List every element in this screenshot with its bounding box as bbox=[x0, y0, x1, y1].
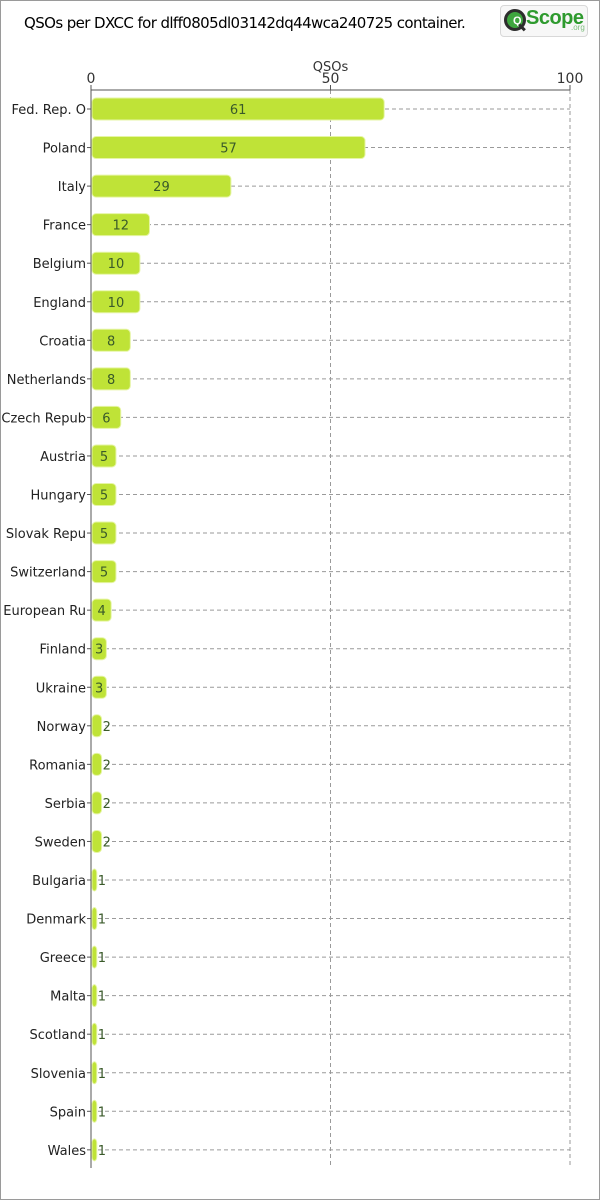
bar bbox=[91, 1099, 98, 1123]
category-label: Sweden bbox=[35, 835, 86, 850]
bar bbox=[91, 1061, 98, 1085]
bar-value-label: 29 bbox=[153, 180, 170, 195]
category-label: Scotland bbox=[29, 1028, 86, 1043]
category-label: Hungary bbox=[30, 489, 86, 504]
bar-value-label: 1 bbox=[98, 990, 106, 1005]
bar-value-label: 1 bbox=[98, 1105, 106, 1120]
bar-value-label: 5 bbox=[100, 489, 108, 504]
bar bbox=[91, 483, 117, 506]
bar-value-label: 2 bbox=[103, 758, 111, 773]
bar bbox=[91, 598, 112, 622]
bar bbox=[91, 791, 103, 815]
bar-value-label: 2 bbox=[103, 835, 111, 850]
category-label: Greece bbox=[40, 951, 86, 966]
bar-value-label: 5 bbox=[100, 566, 108, 581]
bar-value-label: 3 bbox=[95, 681, 103, 696]
category-label: Ukraine bbox=[36, 681, 86, 696]
bar bbox=[91, 405, 122, 429]
category-label: Italy bbox=[58, 180, 87, 195]
bar-value-label: 4 bbox=[97, 604, 105, 619]
bar bbox=[91, 675, 107, 699]
bar bbox=[91, 213, 150, 237]
bar bbox=[91, 290, 141, 314]
category-label: England bbox=[33, 296, 86, 311]
category-label: Norway bbox=[37, 720, 87, 735]
category-label: European Ru bbox=[3, 604, 86, 619]
bar-value-label: 10 bbox=[108, 257, 125, 272]
bar bbox=[91, 714, 103, 738]
bar bbox=[91, 521, 117, 545]
category-label: Austria bbox=[40, 450, 86, 465]
category-label: Slovak Repu bbox=[6, 527, 86, 542]
bar-value-label: 61 bbox=[230, 103, 247, 118]
bar bbox=[91, 829, 103, 853]
bar bbox=[91, 328, 131, 352]
x-tick-label: 0 bbox=[87, 71, 96, 87]
bar bbox=[91, 1022, 98, 1046]
category-label: Switzerland bbox=[10, 566, 86, 581]
chart-title: QSOs per DXCC for dlff0805dl03142dq44wca… bbox=[24, 14, 466, 32]
category-label: Serbia bbox=[45, 797, 86, 812]
bar bbox=[91, 868, 98, 892]
category-label: Belgium bbox=[33, 257, 86, 272]
bar bbox=[91, 752, 103, 776]
category-label: Croatia bbox=[39, 334, 86, 349]
bar-value-label: 1 bbox=[98, 1028, 106, 1043]
bar bbox=[91, 560, 117, 584]
bar-value-label: 1 bbox=[98, 1067, 106, 1082]
category-label: Finland bbox=[40, 643, 86, 658]
bar-value-label: 5 bbox=[100, 450, 108, 465]
category-label: Netherlands bbox=[7, 373, 86, 388]
bar-value-label: 2 bbox=[103, 797, 111, 812]
bar bbox=[91, 637, 107, 661]
category-label: Romania bbox=[29, 758, 86, 773]
bar-value-label: 8 bbox=[107, 334, 115, 349]
category-label: Czech Repub bbox=[1, 411, 86, 426]
bar-value-label: 6 bbox=[102, 411, 110, 426]
logo-suffix: .org bbox=[571, 23, 585, 32]
bar bbox=[91, 444, 117, 468]
bar bbox=[91, 1138, 98, 1162]
category-label: Malta bbox=[50, 990, 86, 1005]
x-tick-label: 100 bbox=[557, 71, 584, 87]
bar bbox=[91, 251, 141, 275]
bar-value-label: 1 bbox=[98, 913, 106, 928]
category-label: Denmark bbox=[26, 913, 86, 928]
category-label: France bbox=[43, 219, 86, 234]
bar-value-label: 10 bbox=[108, 296, 125, 311]
category-label: Poland bbox=[43, 142, 86, 157]
bar bbox=[91, 97, 385, 121]
bar-value-label: 8 bbox=[107, 373, 115, 388]
bar bbox=[91, 945, 98, 969]
logo-mark: Q bbox=[513, 15, 522, 27]
bar-value-label: 1 bbox=[98, 1144, 106, 1159]
category-label: Bulgaria bbox=[32, 874, 86, 889]
qscope-logo[interactable]: Q Scope .org bbox=[500, 5, 588, 37]
bar bbox=[91, 907, 98, 931]
bar bbox=[91, 984, 98, 1008]
category-label: Wales bbox=[48, 1144, 87, 1159]
bar-value-label: 57 bbox=[220, 142, 237, 157]
bar-value-label: 1 bbox=[98, 951, 106, 966]
bar bbox=[91, 136, 366, 160]
x-axis-title: QSOs bbox=[313, 60, 349, 75]
bar-value-label: 2 bbox=[103, 720, 111, 735]
bar-value-label: 1 bbox=[98, 874, 106, 889]
category-label: Fed. Rep. O bbox=[12, 103, 86, 118]
bar bbox=[91, 367, 131, 391]
bar-value-label: 5 bbox=[100, 527, 108, 542]
category-label: Spain bbox=[50, 1105, 86, 1120]
bar-value-label: 3 bbox=[95, 643, 103, 658]
category-label: Slovenia bbox=[31, 1067, 86, 1082]
bar-value-label: 12 bbox=[112, 219, 129, 234]
bar bbox=[91, 174, 232, 198]
x-tick-label: 50 bbox=[322, 71, 340, 87]
logo-wordmark: Scope bbox=[526, 7, 584, 29]
